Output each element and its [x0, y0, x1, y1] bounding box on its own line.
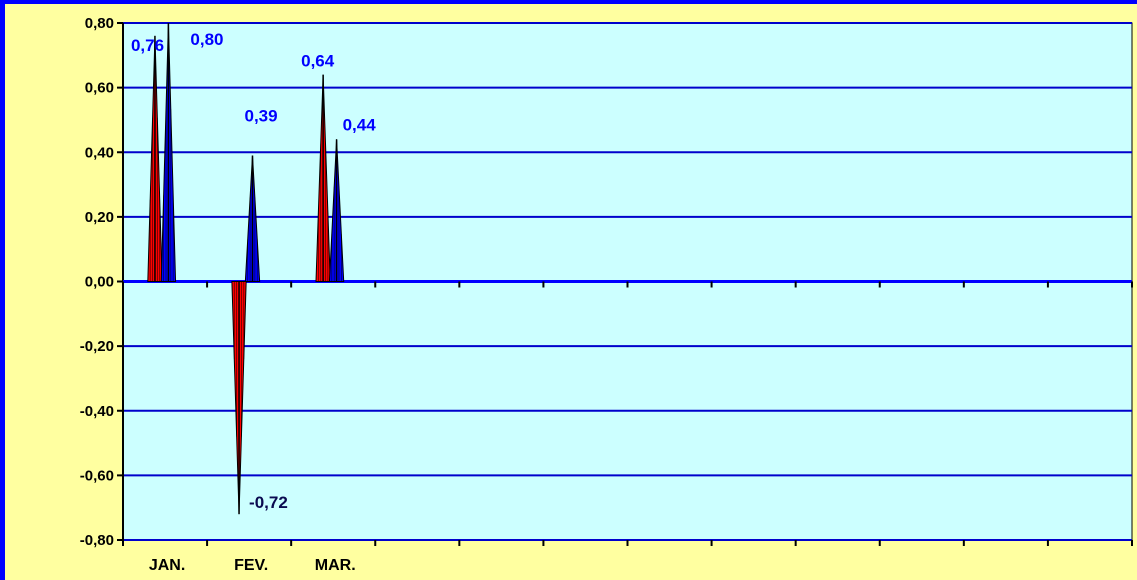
y-tick-label: 0,20 [85, 209, 114, 226]
spike-chart: 0,80 0,60 0,40 0,20 0,00 -0,20 -0,40 -0,60 -0,80… [80, 15, 1133, 574]
data-label: 0,39 [244, 106, 277, 125]
y-tick-label: -0,20 [80, 338, 114, 355]
data-label: 0,80 [190, 30, 223, 49]
data-label: 0,76 [131, 36, 164, 55]
data-label: 0,44 [343, 115, 377, 134]
x-category-label: JAN. [149, 557, 185, 574]
y-tick-label: 0,60 [85, 80, 114, 97]
y-tick-label: 0,80 [85, 15, 114, 32]
data-label: 0,64 [301, 52, 335, 71]
y-tick-label: -0,80 [80, 532, 114, 549]
y-tick-label: 0,00 [85, 274, 114, 291]
data-label: -0,72 [249, 493, 288, 512]
y-tick-label: -0,60 [80, 467, 114, 484]
x-category-label: MAR. [315, 557, 356, 574]
x-category-label: FEV. [234, 557, 268, 574]
y-tick-label: -0,40 [80, 403, 114, 420]
y-tick-label: 0,40 [85, 144, 114, 161]
